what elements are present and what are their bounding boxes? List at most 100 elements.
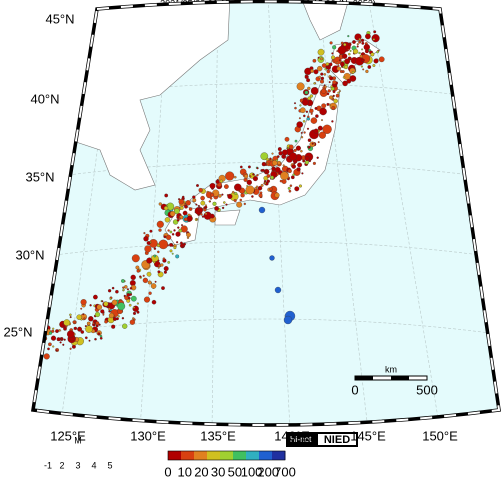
quake-dot <box>289 152 298 161</box>
quake-dot <box>136 302 139 305</box>
quake-dot <box>362 68 365 71</box>
quake-dot <box>252 173 255 176</box>
quake-dot <box>69 316 72 319</box>
quake-dot <box>225 171 235 181</box>
quake-dot <box>55 329 59 333</box>
quake-dot <box>208 200 211 203</box>
quake-dot <box>50 335 57 341</box>
quake-dot <box>310 87 319 95</box>
quake-dot <box>34 324 41 331</box>
quake-dot <box>310 112 313 115</box>
quake-dot <box>358 37 362 41</box>
quake-dot <box>335 93 340 98</box>
quake-dot <box>179 205 184 210</box>
quake-dot <box>182 210 188 216</box>
quake-dot <box>266 174 271 178</box>
quake-dot <box>328 103 332 106</box>
quake-dot <box>47 347 50 351</box>
quake-dot <box>77 326 83 332</box>
quake-dot <box>340 61 345 67</box>
quake-dot <box>322 124 332 134</box>
quake-dot <box>361 58 365 62</box>
quake-dot <box>352 40 356 44</box>
quake-dot <box>320 76 325 81</box>
quake-dot <box>158 239 169 250</box>
quake-dot <box>251 195 254 198</box>
quake-dot <box>294 139 298 143</box>
quake-dot <box>128 303 132 307</box>
quake-dot <box>234 175 237 179</box>
quake-dot <box>234 183 242 192</box>
quake-dot <box>348 42 352 47</box>
quake-dot <box>296 121 303 128</box>
quake-dot <box>227 193 233 199</box>
quake-dot <box>183 217 188 222</box>
quake-dot <box>287 178 290 181</box>
quake-dot <box>186 232 191 238</box>
quake-dot <box>337 64 340 67</box>
quake-dot <box>260 183 264 187</box>
quake-dot <box>294 186 300 192</box>
lon-label: 135°E <box>200 428 236 443</box>
quake-dot <box>347 56 352 61</box>
quake-dot <box>294 102 296 105</box>
quake-dot <box>327 89 331 93</box>
quake-dot <box>181 246 184 248</box>
quake-dot <box>117 315 120 318</box>
colorbar-segment <box>272 451 286 460</box>
quake-dot <box>287 168 292 174</box>
quake-dot <box>180 241 183 245</box>
quake-dot <box>135 265 140 270</box>
quake-dot <box>56 337 61 342</box>
quake-dot <box>349 75 357 82</box>
quake-dot <box>183 242 186 246</box>
quake-dot <box>283 315 293 325</box>
quake-dot <box>101 300 104 303</box>
quake-dot <box>365 33 371 40</box>
quake-dot <box>372 38 376 41</box>
quake-dot <box>236 201 243 208</box>
quake-dot <box>115 289 119 294</box>
depth-label: 200 <box>257 464 279 479</box>
quake-dot <box>94 337 97 341</box>
quake-dot <box>337 45 347 55</box>
quake-dot <box>36 334 41 340</box>
quake-dot <box>200 200 206 206</box>
quake-dot <box>153 261 156 264</box>
quake-dot <box>108 312 115 319</box>
quake-dot <box>104 319 108 324</box>
quake-dot <box>287 147 290 149</box>
quake-dot <box>319 79 325 84</box>
quake-dot <box>329 95 333 100</box>
sea <box>33 1 499 425</box>
colorbar-segment <box>181 451 195 460</box>
quake-dot <box>295 145 301 151</box>
colorbar-segment <box>168 451 182 460</box>
quake-dot <box>329 41 333 45</box>
quake-dot <box>95 321 100 326</box>
quake-dot <box>321 63 327 68</box>
quake-dot <box>192 198 197 203</box>
quake-dot <box>97 332 101 336</box>
quake-dot <box>111 324 116 329</box>
quake-dot <box>331 55 336 60</box>
quake-dot <box>307 115 310 118</box>
magnitude-title: M <box>74 435 82 445</box>
quake-dot <box>219 179 223 183</box>
quake-dot <box>200 213 203 216</box>
quake-dot <box>167 261 171 264</box>
quake-dot <box>298 184 302 188</box>
quake-dot <box>278 151 283 156</box>
quake-dot <box>69 347 72 350</box>
magnitude-label: 4 <box>91 460 96 470</box>
quake-dot <box>277 147 282 152</box>
quake-dot <box>157 270 161 274</box>
quake-dot <box>111 286 115 290</box>
quake-dot <box>282 164 285 167</box>
quake-dot <box>69 313 72 317</box>
quake-dot <box>347 35 350 38</box>
quake-dot <box>378 56 385 63</box>
colorbar-segment <box>194 451 208 460</box>
lat-label: 25°N <box>3 324 32 339</box>
scale-label: 500 <box>416 382 438 397</box>
